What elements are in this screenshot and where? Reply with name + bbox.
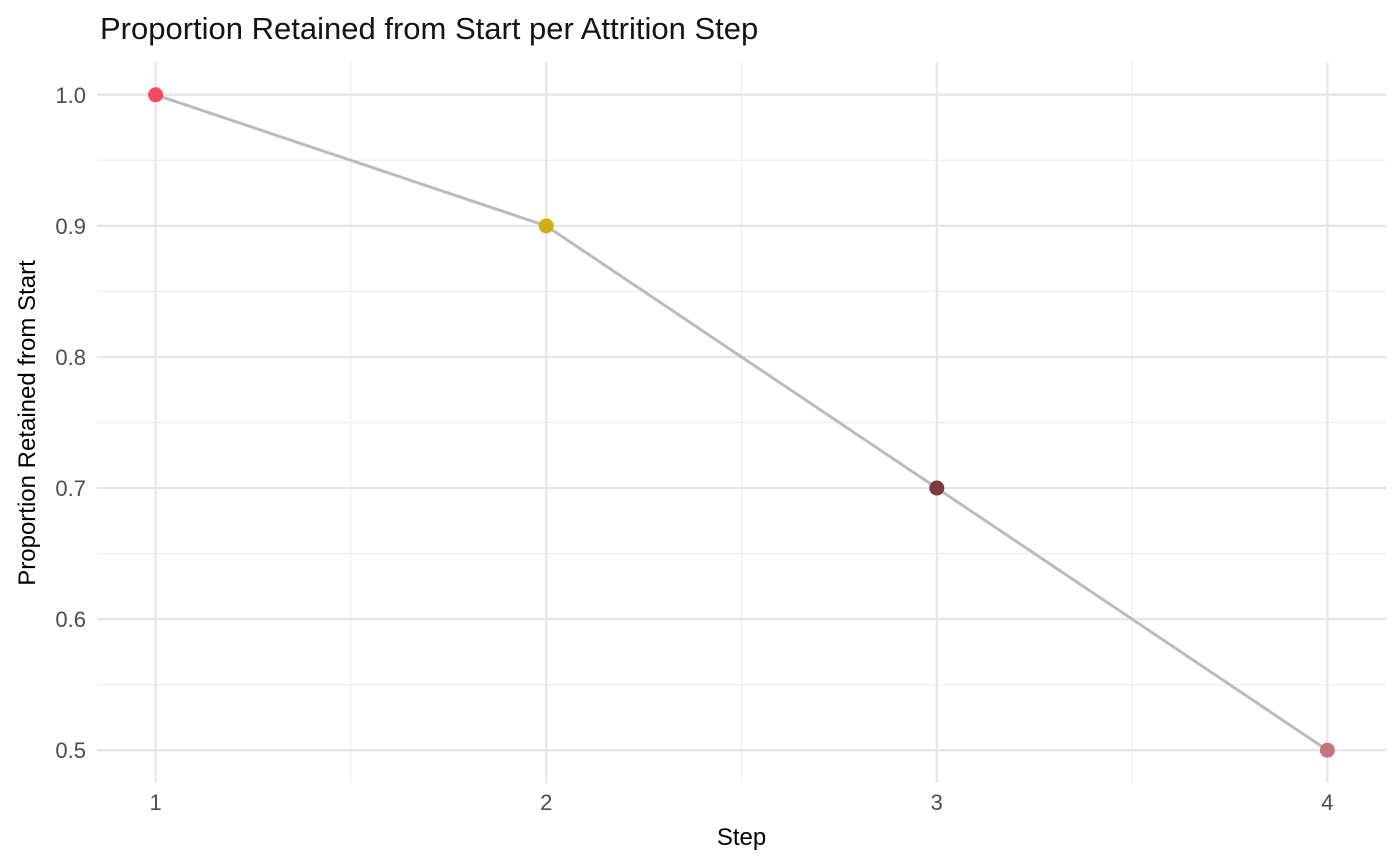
data-point-step-3	[929, 480, 945, 496]
data-point-step-1	[148, 87, 164, 103]
data-point-step-2	[538, 218, 554, 234]
y-axis-tick-label: 0.9	[55, 214, 86, 239]
y-axis-tick-label: 0.5	[55, 738, 86, 763]
y-axis-tick-label: 0.8	[55, 345, 86, 370]
data-point-step-4	[1319, 742, 1335, 758]
x-axis-tick-label: 2	[540, 790, 552, 815]
x-axis-tick-label: 1	[149, 790, 161, 815]
y-axis-tick-label: 0.7	[55, 476, 86, 501]
y-axis-tick-label: 0.6	[55, 607, 86, 632]
trend-line	[154, 93, 1329, 752]
x-axis-tick-label: 4	[1321, 790, 1333, 815]
x-axis-title: Step	[716, 824, 767, 851]
y-axis-tick-label: 1.0	[55, 83, 86, 108]
x-axis-tick-label: 3	[931, 790, 943, 815]
chart-title: Proportion Retained from Start per Attri…	[100, 11, 759, 46]
